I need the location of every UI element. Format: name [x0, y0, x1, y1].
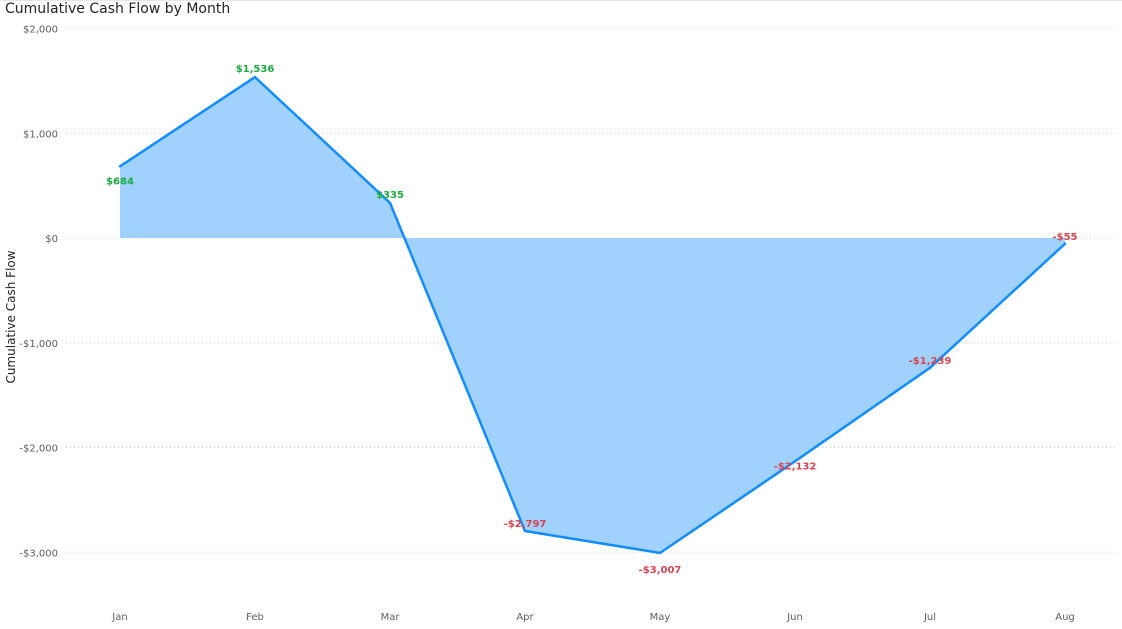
data-point	[253, 75, 257, 79]
data-point	[388, 201, 392, 205]
data-label: -$55	[1052, 232, 1077, 243]
x-axis-ticks: Jan Feb Mar Apr May Jun Jul Aug	[111, 612, 1074, 623]
y-tick-label: $0	[45, 234, 58, 245]
x-tick-label: Jun	[786, 612, 803, 623]
y-tick-label: -$1,000	[19, 339, 58, 350]
x-tick-label: Jul	[923, 612, 936, 623]
data-label: -$1,239	[909, 356, 952, 367]
data-label: -$3,007	[639, 565, 682, 576]
data-label: $335	[376, 190, 404, 201]
x-tick-label: Feb	[246, 612, 264, 623]
y-tick-label: $2,000	[23, 25, 58, 36]
area-fill	[120, 77, 1065, 553]
data-labels: $684 $1,536 $335 -$2,797 -$3,007 -$2,132 -$1,2…	[106, 64, 1077, 576]
y-axis-ticks: $2,000 $1,000 $0 -$1,000 -$2,000 -$3,000	[19, 25, 58, 560]
series-line	[119, 75, 1066, 555]
x-tick-label: Aug	[1055, 612, 1075, 623]
x-tick-label: Jan	[111, 612, 127, 623]
data-point	[1063, 242, 1067, 245]
x-tick-label: Mar	[381, 612, 401, 623]
area-layer	[118, 75, 1067, 555]
data-point	[928, 366, 932, 369]
data-point	[118, 165, 122, 168]
y-tick-label: -$3,000	[19, 548, 58, 559]
header-divider	[0, 0, 1122, 1]
y-tick-label: $1,000	[23, 129, 58, 140]
chart-title: Cumulative Cash Flow by Month	[5, 1, 231, 17]
data-label: -$2,132	[774, 461, 817, 472]
x-tick-label: May	[650, 612, 671, 623]
data-label: -$2,797	[504, 519, 547, 530]
data-point	[523, 529, 527, 533]
x-tick-label: Apr	[516, 612, 534, 623]
data-point	[793, 460, 797, 463]
data-label: $684	[106, 176, 134, 187]
data-label: $1,536	[236, 64, 275, 75]
y-tick-label: -$2,000	[19, 444, 58, 455]
y-axis-label: Cumulative Cash Flow	[4, 250, 18, 383]
data-point	[658, 551, 662, 555]
